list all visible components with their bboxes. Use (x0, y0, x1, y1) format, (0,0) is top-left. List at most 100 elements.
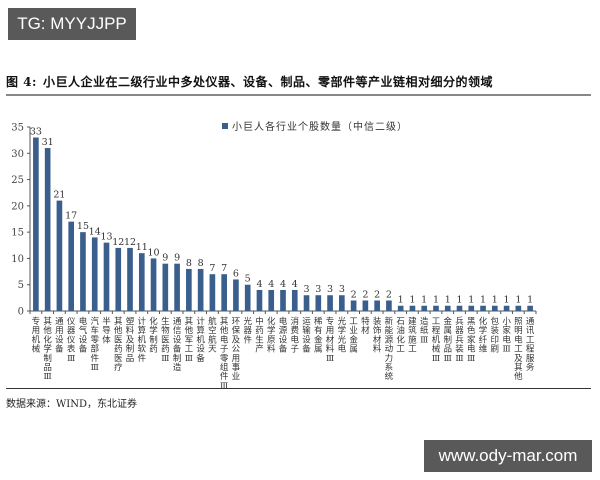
x-category-label: 信 (173, 325, 182, 336)
bar-value-label: 31 (42, 137, 54, 148)
bar (174, 263, 180, 311)
x-category-label: 车 (90, 325, 99, 336)
bar (480, 305, 486, 311)
watermark-top: TG: MYYJJPP (8, 8, 136, 40)
x-category-label: 能 (385, 325, 394, 336)
bar-value-label: 4 (256, 279, 262, 290)
x-category-label: 维 (479, 344, 488, 355)
bar (150, 258, 157, 311)
x-category-label: 用 (55, 326, 64, 336)
x-category-label: 材 (326, 334, 335, 345)
x-category-label: 仪 (67, 335, 76, 345)
x-category-label: 金 (314, 334, 323, 345)
bar-value-label: 3 (339, 284, 345, 295)
x-category-label: 刷 (491, 345, 500, 355)
x-category-label: 环 (232, 317, 241, 327)
x-category-label: 塑 (126, 317, 135, 327)
x-category-label: 生 (161, 316, 170, 327)
y-tick-label: 20 (11, 201, 24, 212)
x-category-label: 设 (173, 334, 182, 345)
x-category-label: Ⅲ (161, 354, 169, 364)
x-category-label: 纤 (479, 334, 488, 345)
bar (44, 148, 51, 311)
x-category-label: 航 (208, 334, 217, 345)
x-category-label: Ⅲ (67, 354, 75, 364)
x-category-label: 特 (361, 316, 370, 327)
x-category-label: 包 (491, 316, 500, 327)
bar (186, 268, 192, 311)
x-category-label: 计 (138, 316, 147, 327)
x-category-label: 组 (220, 362, 229, 373)
bar-value-label: 14 (89, 226, 101, 237)
x-category-label: 件 (243, 334, 252, 345)
bar (327, 295, 333, 311)
bar (162, 263, 169, 311)
x-category-label: 工 (514, 345, 523, 355)
x-category-label: 机 (432, 334, 441, 345)
bar-value-label: 1 (492, 295, 498, 306)
bar (33, 137, 39, 311)
bar-value-label: 5 (245, 274, 251, 285)
x-category-label: 备 (173, 344, 182, 355)
x-category-label: 体 (102, 334, 111, 345)
x-category-label: 化 (43, 334, 52, 345)
x-category-label: 工 (526, 335, 535, 345)
x-category-label: 工 (185, 345, 194, 355)
x-category-label: 药 (255, 325, 264, 336)
bar (374, 300, 380, 311)
x-category-label: 药 (114, 344, 123, 355)
x-category-label: 气 (79, 325, 88, 336)
x-category-label: 公 (232, 345, 241, 355)
x-category-label: 家 (502, 325, 511, 336)
x-category-label: 服 (526, 354, 535, 364)
x-category-label: 机 (138, 334, 147, 345)
x-category-label: 施 (408, 334, 417, 345)
chart-legend: 小巨人各行业个股数量（中信二级） (222, 118, 408, 133)
x-category-label: 零 (90, 335, 99, 345)
x-category-label: 用 (326, 326, 335, 336)
x-category-label: 工 (432, 317, 441, 327)
x-category-label: 器 (67, 326, 76, 336)
x-category-label: 工 (408, 345, 417, 355)
x-category-label: 石 (396, 317, 405, 327)
x-category-label: 属 (349, 345, 358, 355)
x-category-label: 化 (149, 316, 158, 327)
bar-value-label: 7 (221, 263, 227, 274)
x-category-label: 半 (102, 316, 111, 327)
bar-value-label: 21 (53, 190, 65, 201)
x-category-label: 用 (32, 326, 41, 336)
x-category-label: 饰 (373, 325, 382, 336)
x-category-label: 制 (43, 353, 52, 364)
bar-value-label: 1 (421, 295, 427, 306)
x-category-label: 设 (279, 334, 288, 345)
bar-value-label: 1 (468, 295, 474, 306)
bar (197, 268, 204, 311)
bar (503, 305, 510, 311)
x-category-label: Ⅲ (444, 354, 452, 364)
bar-value-label: 4 (280, 279, 286, 290)
x-category-label: 兵 (455, 334, 464, 345)
bar (315, 295, 322, 311)
x-category-label: 运 (302, 317, 311, 327)
x-category-label: 部 (90, 344, 99, 355)
bar-value-label: 15 (77, 221, 89, 232)
x-category-label: Ⅲ (44, 372, 52, 382)
x-category-label: 产 (255, 344, 264, 355)
bar (291, 289, 298, 311)
x-category-label: 品 (43, 363, 52, 373)
bar (386, 300, 392, 311)
x-category-label: 导 (102, 326, 111, 336)
x-category-label: 件 (220, 371, 229, 382)
x-category-label: 纸 (420, 325, 429, 336)
x-category-label: 黑 (467, 317, 476, 327)
bar-value-label: 2 (386, 289, 392, 300)
x-category-label: 新 (385, 316, 394, 327)
bar-value-label: 1 (433, 295, 439, 306)
x-category-label: 光 (338, 316, 347, 327)
bar-value-label: 1 (456, 295, 462, 306)
bar-value-label: 13 (100, 232, 112, 243)
x-category-label: 子 (220, 345, 229, 355)
x-category-label: 医 (161, 335, 170, 345)
x-category-label: 用 (232, 354, 241, 364)
